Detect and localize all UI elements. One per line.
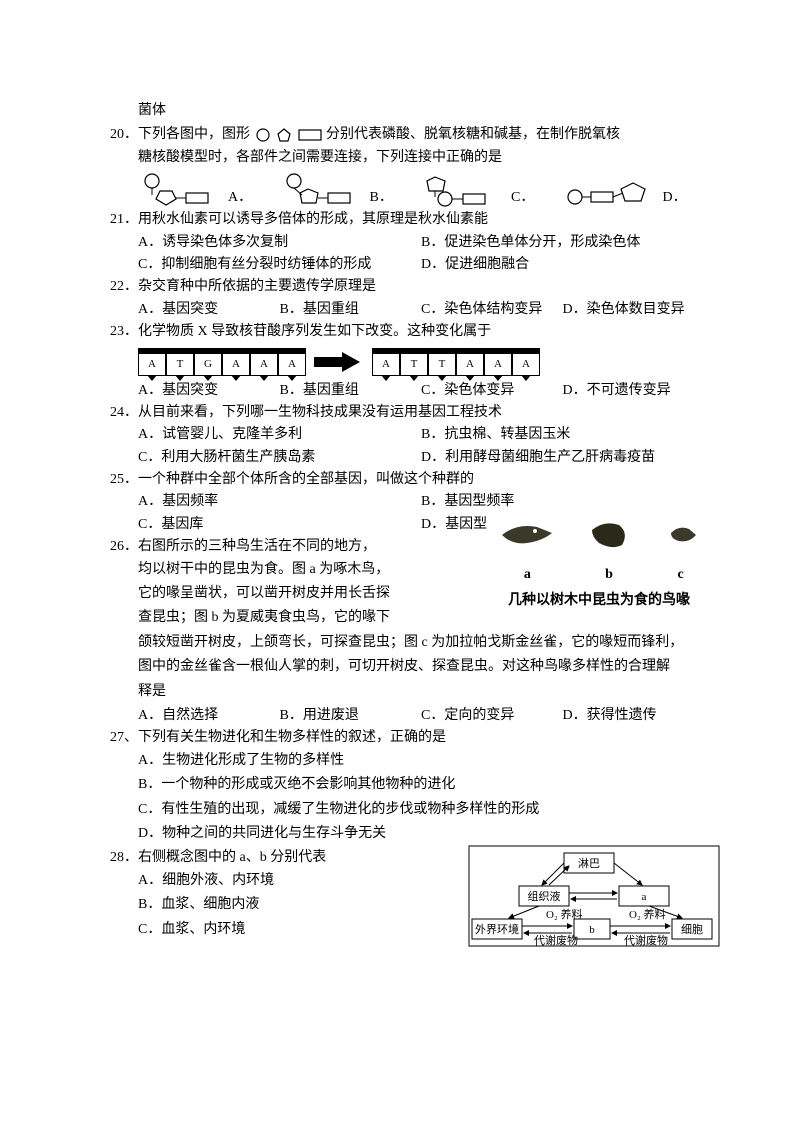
q23-a: A．基因突变 bbox=[138, 380, 280, 402]
q23-figure: ATGAAA ATTAAA bbox=[110, 348, 704, 376]
box-cell: 细胞 bbox=[681, 923, 703, 936]
q24-d: D．利用酵母菌细胞生产乙肝病毒疫苗 bbox=[421, 447, 704, 469]
q23: 23． 化学物质 X 导致核苷酸序列发生如下改变。这种变化属于 bbox=[110, 321, 704, 343]
q22: 22． 杂交育种中所依据的主要遗传学原理是 bbox=[110, 276, 704, 298]
box-tissue: 组织液 bbox=[528, 889, 561, 903]
q26-d: D．获得性遗传 bbox=[563, 705, 705, 727]
q24: 24． 从目前来看，下列哪一生物科技成果没有运用基因工程技术 bbox=[110, 402, 704, 424]
q20-text3: 糖核酸模型时，各部件之间需要连接，下列连接中正确的是 bbox=[110, 147, 704, 169]
label-o2-1: O₂ 养料 bbox=[546, 907, 583, 921]
bird-b: b bbox=[584, 515, 634, 586]
header-fragment: 菌体 bbox=[110, 100, 704, 122]
box-lymph: 淋巴 bbox=[578, 857, 600, 870]
q20-optB-figure bbox=[280, 171, 370, 209]
q21-num: 21． bbox=[110, 209, 138, 231]
q22-b: B．基因重组 bbox=[280, 299, 422, 321]
q27-c: C．有性生殖的出现，减缓了生物进化的步伐或物种多样性的形成 bbox=[110, 799, 704, 821]
arrow-icon bbox=[314, 352, 364, 372]
bird-c: c bbox=[661, 515, 701, 586]
q20-optC: C． bbox=[511, 187, 534, 209]
q24-b: B．抗虫棉、转基因玉米 bbox=[421, 424, 704, 446]
box-ext: 外界环境 bbox=[475, 922, 519, 936]
label-waste-1: 代谢废物 bbox=[534, 933, 578, 947]
q28-num: 28． bbox=[110, 847, 138, 869]
q24-text: 从目前来看，下列哪一生物科技成果没有运用基因工程技术 bbox=[138, 402, 704, 424]
q26-num: 26． bbox=[110, 536, 138, 558]
q21-c: C．抑制细胞有丝分裂时纺锤体的形成 bbox=[138, 254, 421, 276]
circle-icon bbox=[254, 127, 272, 143]
q20: 20． 下列各图中，图形 分别代表磷酸、脱氧核糖和碱基，在制作脱氧核 bbox=[110, 124, 704, 146]
q26-a: A．自然选择 bbox=[138, 705, 280, 727]
q22-num: 22． bbox=[110, 276, 138, 298]
q21-a: A．诱导染色体多次复制 bbox=[138, 232, 421, 254]
box-b: b bbox=[589, 924, 595, 936]
dna-seq-left: ATGAAA bbox=[138, 348, 306, 376]
bird-c-label: c bbox=[661, 564, 701, 586]
q25-num: 25． bbox=[110, 469, 138, 491]
bird-b-label: b bbox=[584, 564, 634, 586]
q20-text2: 分别代表磷酸、脱氧核糖和碱基，在制作脱氧核 bbox=[326, 127, 620, 142]
q24-c: C．利用大肠杆菌生产胰岛素 bbox=[138, 447, 421, 469]
bird-caption: 几种以树木中昆虫为食的鸟喙 bbox=[484, 590, 714, 612]
q28: 淋巴 组织液 a 外界环境 b 细胞 O₂ 养料 O₂ 养料 代谢废物 代谢废物 bbox=[110, 847, 704, 941]
q26: a b c 几种以树木中昆虫为食的鸟喙 26． 右图所示的三种鸟生活在不同的地方… bbox=[110, 536, 704, 703]
q21-b: B．促进染色单体分开，形成染色体 bbox=[421, 232, 704, 254]
q23-text: 化学物质 X 导致核苷酸序列发生如下改变。这种变化属于 bbox=[138, 321, 704, 343]
q25-b: B．基因型频率 bbox=[421, 491, 704, 513]
label-o2-2: O₂ 养料 bbox=[629, 907, 666, 921]
q26-l7: 释是 bbox=[110, 681, 704, 703]
q27-num: 27、 bbox=[110, 727, 138, 749]
q20-optC-figure bbox=[421, 171, 511, 209]
q21-d: D．促进细胞融合 bbox=[421, 254, 704, 276]
q21-text: 用秋水仙素可以诱导多倍体的形成，其原理是秋水仙素能 bbox=[138, 209, 704, 231]
box-a: a bbox=[642, 891, 647, 903]
q24-num: 24． bbox=[110, 402, 138, 424]
flow-diagram: 淋巴 组织液 a 外界环境 b 细胞 O₂ 养料 O₂ 养料 代谢废物 代谢废物 bbox=[464, 841, 724, 959]
q26-l5: 颌较短凿开树皮，上颌弯长，可探查昆虫；图 c 为加拉帕戈斯金丝雀，它的喙短而锋利… bbox=[110, 632, 704, 654]
q23-num: 23． bbox=[110, 321, 138, 343]
bird-figure: a b c 几种以树木中昆虫为食的鸟喙 bbox=[484, 536, 714, 612]
q25: 25． 一个种群中全部个体所含的全部基因，叫做这个种群的 bbox=[110, 469, 704, 491]
q25-c: C．基因库 bbox=[138, 514, 421, 536]
q27-text: 下列有关生物进化和生物多样性的叙述，正确的是 bbox=[138, 727, 704, 749]
bird-a-label: a bbox=[497, 564, 557, 586]
q27-a: A．生物进化形成了生物的多样性 bbox=[110, 750, 704, 772]
q20-optB: B． bbox=[370, 187, 393, 209]
q24-a: A．试管婴儿、克隆羊多利 bbox=[138, 424, 421, 446]
q23-c: C．染色体变异 bbox=[421, 380, 563, 402]
q26-l6: 图中的金丝雀含一根仙人掌的刺，可切开树皮、探查昆虫。对这种鸟喙多样性的合理解 bbox=[110, 656, 704, 678]
q22-c: C．染色体结构变异 bbox=[421, 299, 563, 321]
q20-num: 20． bbox=[110, 124, 138, 146]
q26-c: C．定向的变异 bbox=[421, 705, 563, 727]
q26-b: B．用进废退 bbox=[280, 705, 422, 727]
bird-a: a bbox=[497, 515, 557, 586]
q25-a: A．基因频率 bbox=[138, 491, 421, 513]
dna-seq-right: ATTAAA bbox=[372, 348, 540, 376]
q22-text: 杂交育种中所依据的主要遗传学原理是 bbox=[138, 276, 704, 298]
label-waste-2: 代谢废物 bbox=[624, 933, 668, 947]
q20-optA: A． bbox=[228, 187, 252, 209]
q25-text: 一个种群中全部个体所含的全部基因，叫做这个种群的 bbox=[138, 469, 704, 491]
rect-icon bbox=[297, 127, 323, 143]
q22-d: D．染色体数目变异 bbox=[563, 299, 705, 321]
q27: 27、 下列有关生物进化和生物多样性的叙述，正确的是 bbox=[110, 727, 704, 749]
q21: 21． 用秋水仙素可以诱导多倍体的形成，其原理是秋水仙素能 bbox=[110, 209, 704, 231]
q27-b: B．一个物种的形成或灭绝不会影响其他物种的进化 bbox=[110, 774, 704, 796]
q20-text1: 下列各图中，图形 bbox=[138, 127, 250, 142]
q20-optD-figure bbox=[563, 171, 663, 209]
q22-a: A．基因突变 bbox=[138, 299, 280, 321]
pentagon-icon bbox=[275, 127, 293, 143]
q20-options: A． B． C． D． bbox=[110, 171, 704, 209]
q20-optD: D． bbox=[663, 187, 687, 209]
q20-optA-figure bbox=[138, 171, 228, 209]
q23-d: D．不可遗传变异 bbox=[563, 380, 705, 402]
q23-b: B．基因重组 bbox=[280, 380, 422, 402]
